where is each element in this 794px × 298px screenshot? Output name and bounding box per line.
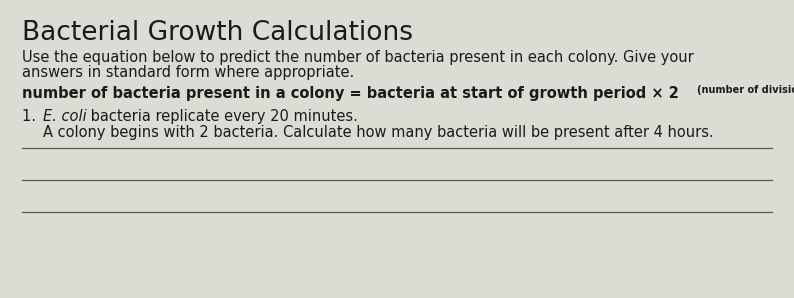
Text: answers in standard form where appropriate.: answers in standard form where appropria… bbox=[22, 65, 354, 80]
Text: A colony begins with 2 bacteria. Calculate how many bacteria will be present aft: A colony begins with 2 bacteria. Calcula… bbox=[43, 125, 714, 140]
Text: bacteria replicate every 20 minutes.: bacteria replicate every 20 minutes. bbox=[86, 109, 358, 124]
Text: Use the equation below to predict the number of bacteria present in each colony.: Use the equation below to predict the nu… bbox=[22, 50, 694, 65]
Text: 1.: 1. bbox=[22, 109, 45, 124]
Text: E. coli: E. coli bbox=[43, 109, 87, 124]
Text: number of bacteria present in a colony = bacteria at start of growth period × 2: number of bacteria present in a colony =… bbox=[22, 86, 679, 101]
Text: Bacterial Growth Calculations: Bacterial Growth Calculations bbox=[22, 20, 413, 46]
Text: (number of divisions): (number of divisions) bbox=[697, 85, 794, 95]
